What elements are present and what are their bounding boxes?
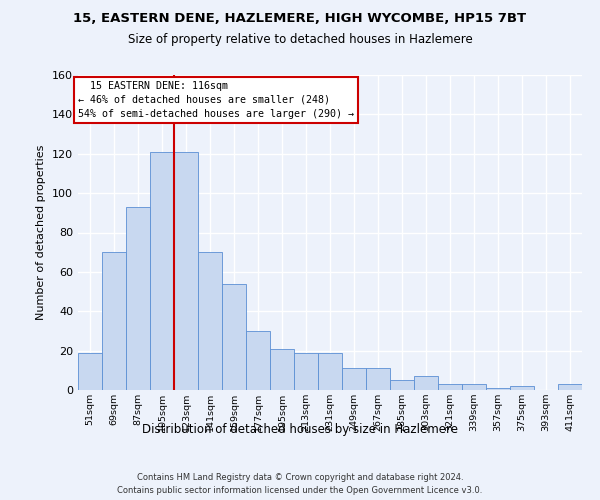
Bar [150, 152, 174, 390]
Text: 15, EASTERN DENE, HAZLEMERE, HIGH WYCOMBE, HP15 7BT: 15, EASTERN DENE, HAZLEMERE, HIGH WYCOMB… [73, 12, 527, 26]
Bar [438, 384, 462, 390]
Bar [510, 386, 534, 390]
Bar [270, 348, 294, 390]
Bar [198, 252, 222, 390]
Bar [318, 352, 342, 390]
Text: 15 EASTERN DENE: 116sqm
← 46% of detached houses are smaller (248)
54% of semi-d: 15 EASTERN DENE: 116sqm ← 46% of detache… [78, 81, 354, 119]
Bar [486, 388, 510, 390]
Bar [246, 331, 270, 390]
Bar [174, 152, 198, 390]
Bar [462, 384, 486, 390]
Y-axis label: Number of detached properties: Number of detached properties [37, 145, 46, 320]
Bar [558, 384, 582, 390]
Bar [342, 368, 366, 390]
Bar [414, 376, 438, 390]
Bar [126, 207, 150, 390]
Text: Size of property relative to detached houses in Hazlemere: Size of property relative to detached ho… [128, 32, 472, 46]
Bar [294, 352, 318, 390]
Text: Distribution of detached houses by size in Hazlemere: Distribution of detached houses by size … [142, 422, 458, 436]
Bar [102, 252, 126, 390]
Bar [366, 368, 390, 390]
Text: Contains HM Land Registry data © Crown copyright and database right 2024.: Contains HM Land Registry data © Crown c… [137, 472, 463, 482]
Bar [78, 352, 102, 390]
Bar [222, 284, 246, 390]
Text: Contains public sector information licensed under the Open Government Licence v3: Contains public sector information licen… [118, 486, 482, 495]
Bar [390, 380, 414, 390]
